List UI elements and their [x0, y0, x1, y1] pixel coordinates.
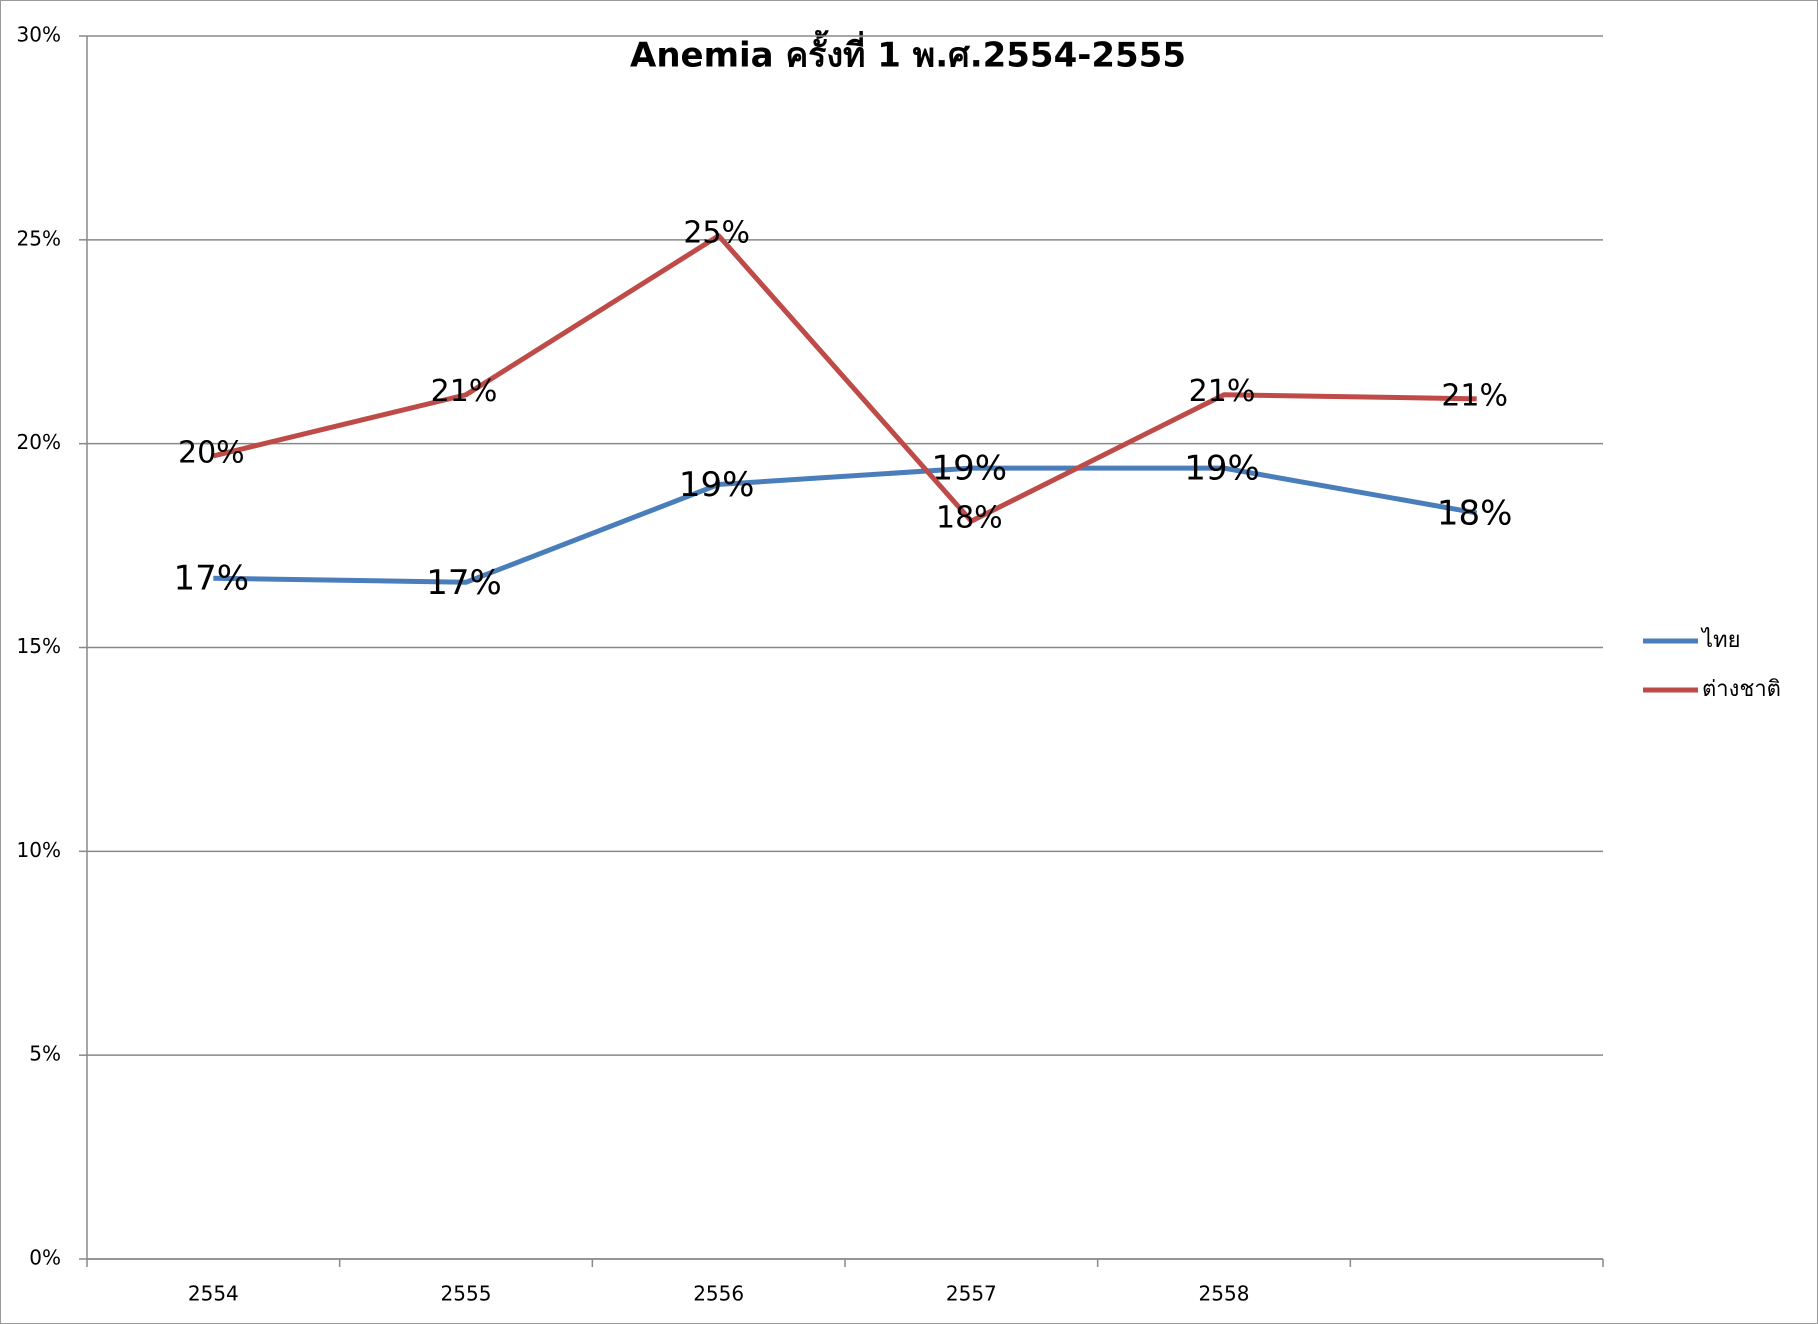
chart-title: Anemia ครั้งที่ 1 พ.ศ.2554-2555	[630, 30, 1186, 76]
x-tick-label: 2556	[693, 1282, 744, 1306]
x-tick-label: 2555	[441, 1282, 492, 1306]
y-tick-label: 0%	[29, 1246, 61, 1270]
data-label: 18%	[936, 501, 1003, 536]
data-label: 19%	[679, 465, 755, 505]
data-label: 17%	[426, 563, 502, 603]
data-label: 18%	[1437, 493, 1513, 533]
legend-label: ต่างชาติ	[1702, 677, 1781, 702]
x-tick-label: 2558	[1199, 1282, 1250, 1306]
data-label: 20%	[178, 435, 245, 470]
data-label: 17%	[174, 559, 250, 599]
x-tick-label: 2554	[188, 1282, 239, 1306]
data-label: 21%	[1441, 378, 1508, 413]
series-line	[212, 233, 1477, 524]
series-line	[213, 465, 1478, 585]
y-tick-label: 20%	[17, 430, 61, 454]
y-tick-label: 5%	[29, 1042, 61, 1066]
legend-label: ไทย	[1700, 627, 1740, 653]
y-tick-label: 15%	[17, 634, 61, 658]
y-tick-label: 25%	[17, 226, 61, 250]
data-label: 21%	[1189, 374, 1256, 409]
y-tick-label: 10%	[17, 838, 61, 862]
data-label: 25%	[683, 215, 750, 250]
data-label: 21%	[431, 374, 498, 409]
data-label: 19%	[1184, 449, 1260, 489]
x-tick-label: 2557	[946, 1282, 997, 1306]
y-tick-label: 30%	[17, 23, 61, 47]
data-label: 19%	[932, 449, 1008, 489]
